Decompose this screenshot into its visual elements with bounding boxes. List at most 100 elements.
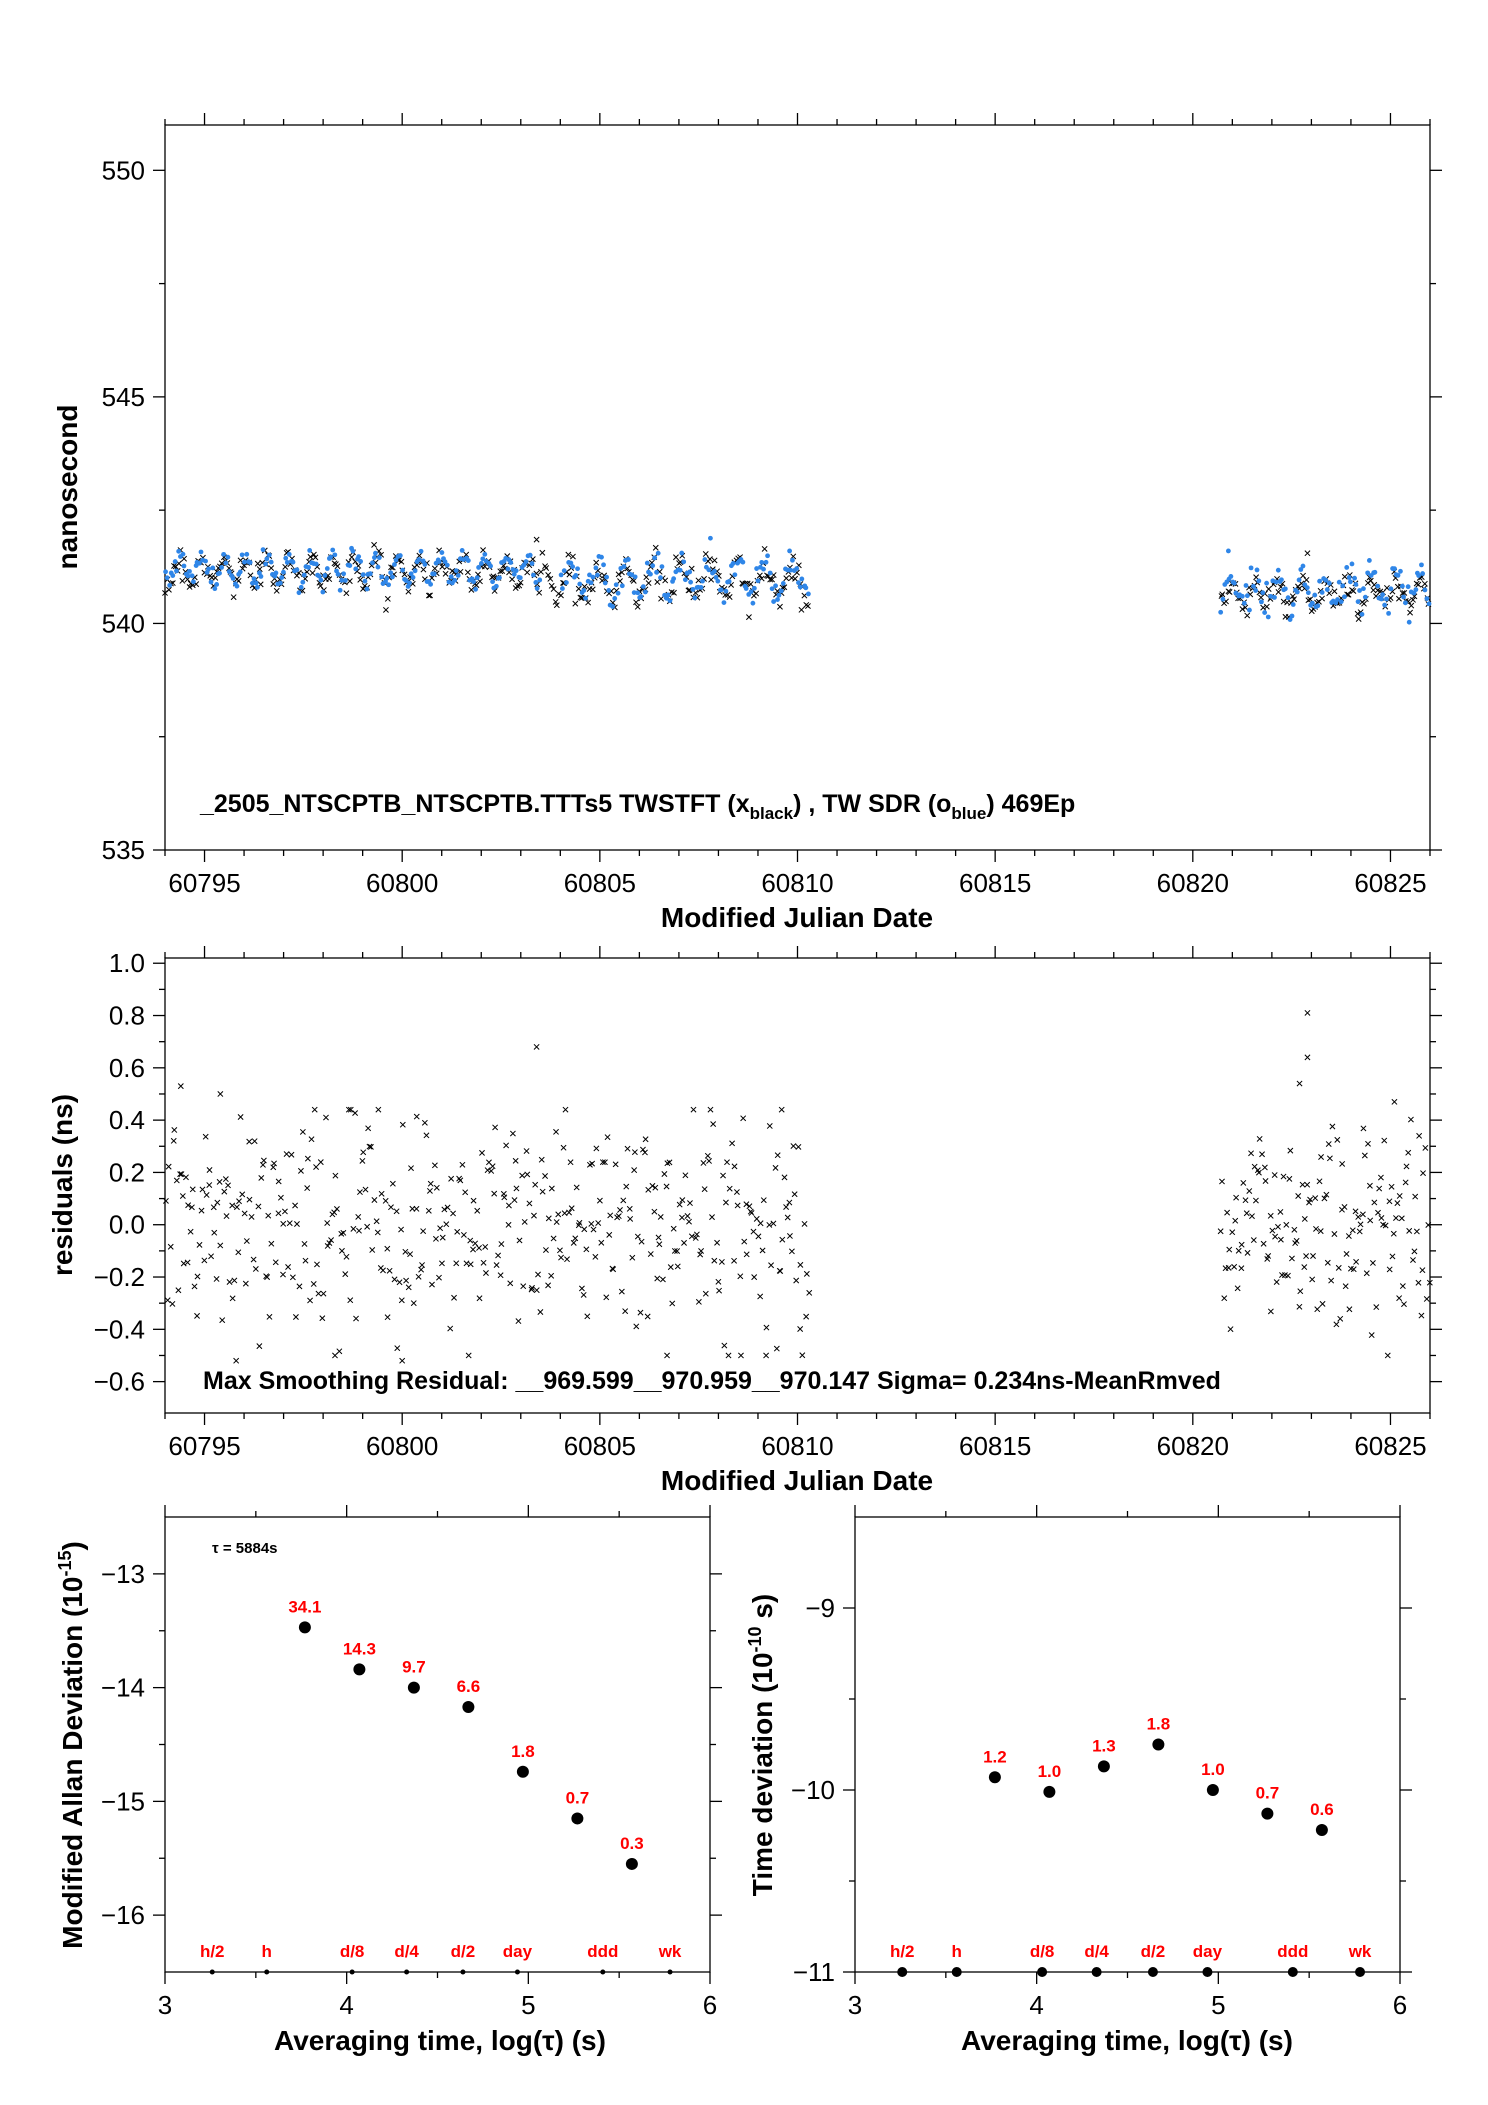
- x-marker: [791, 1191, 798, 1198]
- x-marker: [793, 1277, 800, 1284]
- sdr-point: [225, 554, 231, 560]
- sdr-point: [619, 583, 625, 589]
- x-marker: [701, 1186, 708, 1193]
- x-marker: [1300, 572, 1306, 579]
- sdr-point: [1405, 584, 1411, 590]
- x-marker: [524, 1171, 531, 1178]
- x-marker: [292, 1314, 299, 1320]
- x-marker: [233, 1204, 240, 1211]
- sdr-point: [688, 579, 694, 585]
- x-marker: [1418, 1312, 1425, 1319]
- deviation-point-label: 1.0: [1038, 1762, 1062, 1781]
- sdr-point: [787, 548, 792, 554]
- sdr-point: [1375, 583, 1381, 589]
- sdr-point: [775, 597, 780, 602]
- sdr-point: [1319, 590, 1325, 595]
- x-marker: [248, 1213, 255, 1220]
- sdr-point: [761, 566, 766, 572]
- y-tick-label: 535: [102, 835, 145, 865]
- x-marker: [356, 1189, 363, 1196]
- mdev-tick-labels: 3 4 5 6 −16 −15 −14 −13: [101, 1559, 717, 2020]
- x-marker: [343, 590, 350, 597]
- time-marker-label: d/4: [394, 1942, 419, 1961]
- x-marker: [558, 1254, 565, 1261]
- x-marker: [663, 1183, 670, 1190]
- sdr-point: [234, 583, 240, 589]
- x-marker: [576, 1219, 583, 1226]
- time-marker-dot: [514, 1969, 520, 1975]
- x-marker: [178, 1171, 185, 1178]
- x-marker: [686, 1218, 692, 1225]
- x-marker: [1296, 1080, 1303, 1087]
- sdr-point: [370, 560, 375, 566]
- x-marker: [206, 1182, 213, 1188]
- time-marker-label: d/4: [1084, 1942, 1109, 1961]
- x-marker: [360, 1149, 367, 1156]
- sdr-point: [1305, 590, 1311, 596]
- x-marker: [229, 1295, 236, 1302]
- timeseries-ticks: [153, 113, 1442, 862]
- x-marker: [532, 1181, 539, 1188]
- x-marker: [801, 1220, 808, 1227]
- x-marker: [568, 1205, 575, 1212]
- sdr-point: [755, 578, 761, 584]
- sdr-point: [1225, 548, 1231, 554]
- sdr-point: [1296, 577, 1302, 583]
- x-marker: [442, 570, 449, 577]
- x-marker: [186, 583, 193, 590]
- x-marker: [1291, 1226, 1298, 1233]
- x-marker: [425, 1207, 432, 1214]
- timeseries-annotation: _2505_NTSCPTB_NTSCPTB.TTTs5 TWSTFT (xbla…: [199, 790, 1075, 823]
- x-marker: [1259, 1151, 1266, 1158]
- y-tick-label: −16: [101, 1900, 145, 1930]
- x-marker: [720, 1172, 726, 1179]
- x-marker: [778, 1106, 785, 1113]
- x-tick-label: 60805: [564, 868, 636, 898]
- sdr-point: [1272, 595, 1277, 600]
- x-marker: [231, 1277, 238, 1284]
- sdr-point: [533, 580, 539, 585]
- residuals-y-axis-title: residuals (ns): [47, 1094, 78, 1276]
- sdr-point: [1241, 600, 1247, 606]
- x-marker: [266, 1313, 273, 1320]
- sdr-point: [237, 569, 243, 575]
- x-marker: [479, 1149, 485, 1156]
- x-marker: [637, 1309, 644, 1316]
- deviation-point: [462, 1700, 475, 1713]
- x-marker: [165, 586, 172, 593]
- sdr-point: [1366, 558, 1372, 563]
- sdr-point: [523, 559, 529, 564]
- x-tick-label: 60825: [1354, 1431, 1426, 1461]
- y-tick-label: −13: [101, 1559, 145, 1589]
- x-marker: [260, 1161, 266, 1168]
- x-marker: [439, 563, 446, 570]
- sdr-point: [635, 590, 641, 596]
- tdev-ylabel-main: Time deviation (10: [747, 1652, 778, 1896]
- tdev-ylabel-exp: -10: [745, 1626, 765, 1652]
- x-marker: [441, 1206, 448, 1213]
- x-marker: [738, 1352, 744, 1359]
- x-marker: [1321, 1195, 1328, 1202]
- sdr-point: [239, 552, 245, 558]
- time-marker-label: day: [503, 1942, 533, 1961]
- x-marker: [233, 1357, 240, 1364]
- y-tick-label: 0.6: [109, 1053, 145, 1083]
- x-marker: [661, 1171, 668, 1177]
- x-marker: [529, 1284, 535, 1291]
- x-marker: [251, 1138, 258, 1145]
- tdev-points: 1.2 1.0 1.3 1.8 1.0 0.7 0.6 h/2 h d/8 d/4 d/2 day ddd…: [890, 1715, 1372, 1977]
- x-marker: [334, 563, 341, 570]
- sdr-point: [390, 574, 395, 580]
- sdr-point: [221, 551, 227, 557]
- x-marker: [666, 1159, 673, 1166]
- x-marker: [1343, 1250, 1350, 1257]
- sdr-point: [448, 574, 454, 580]
- x-marker: [294, 1221, 300, 1227]
- x-marker: [470, 1197, 477, 1204]
- sdr-point: [713, 575, 719, 580]
- x-marker: [1352, 1208, 1359, 1215]
- sdr-point: [324, 566, 330, 571]
- time-marker-dot: [897, 1967, 908, 1977]
- x-marker: [402, 1248, 409, 1255]
